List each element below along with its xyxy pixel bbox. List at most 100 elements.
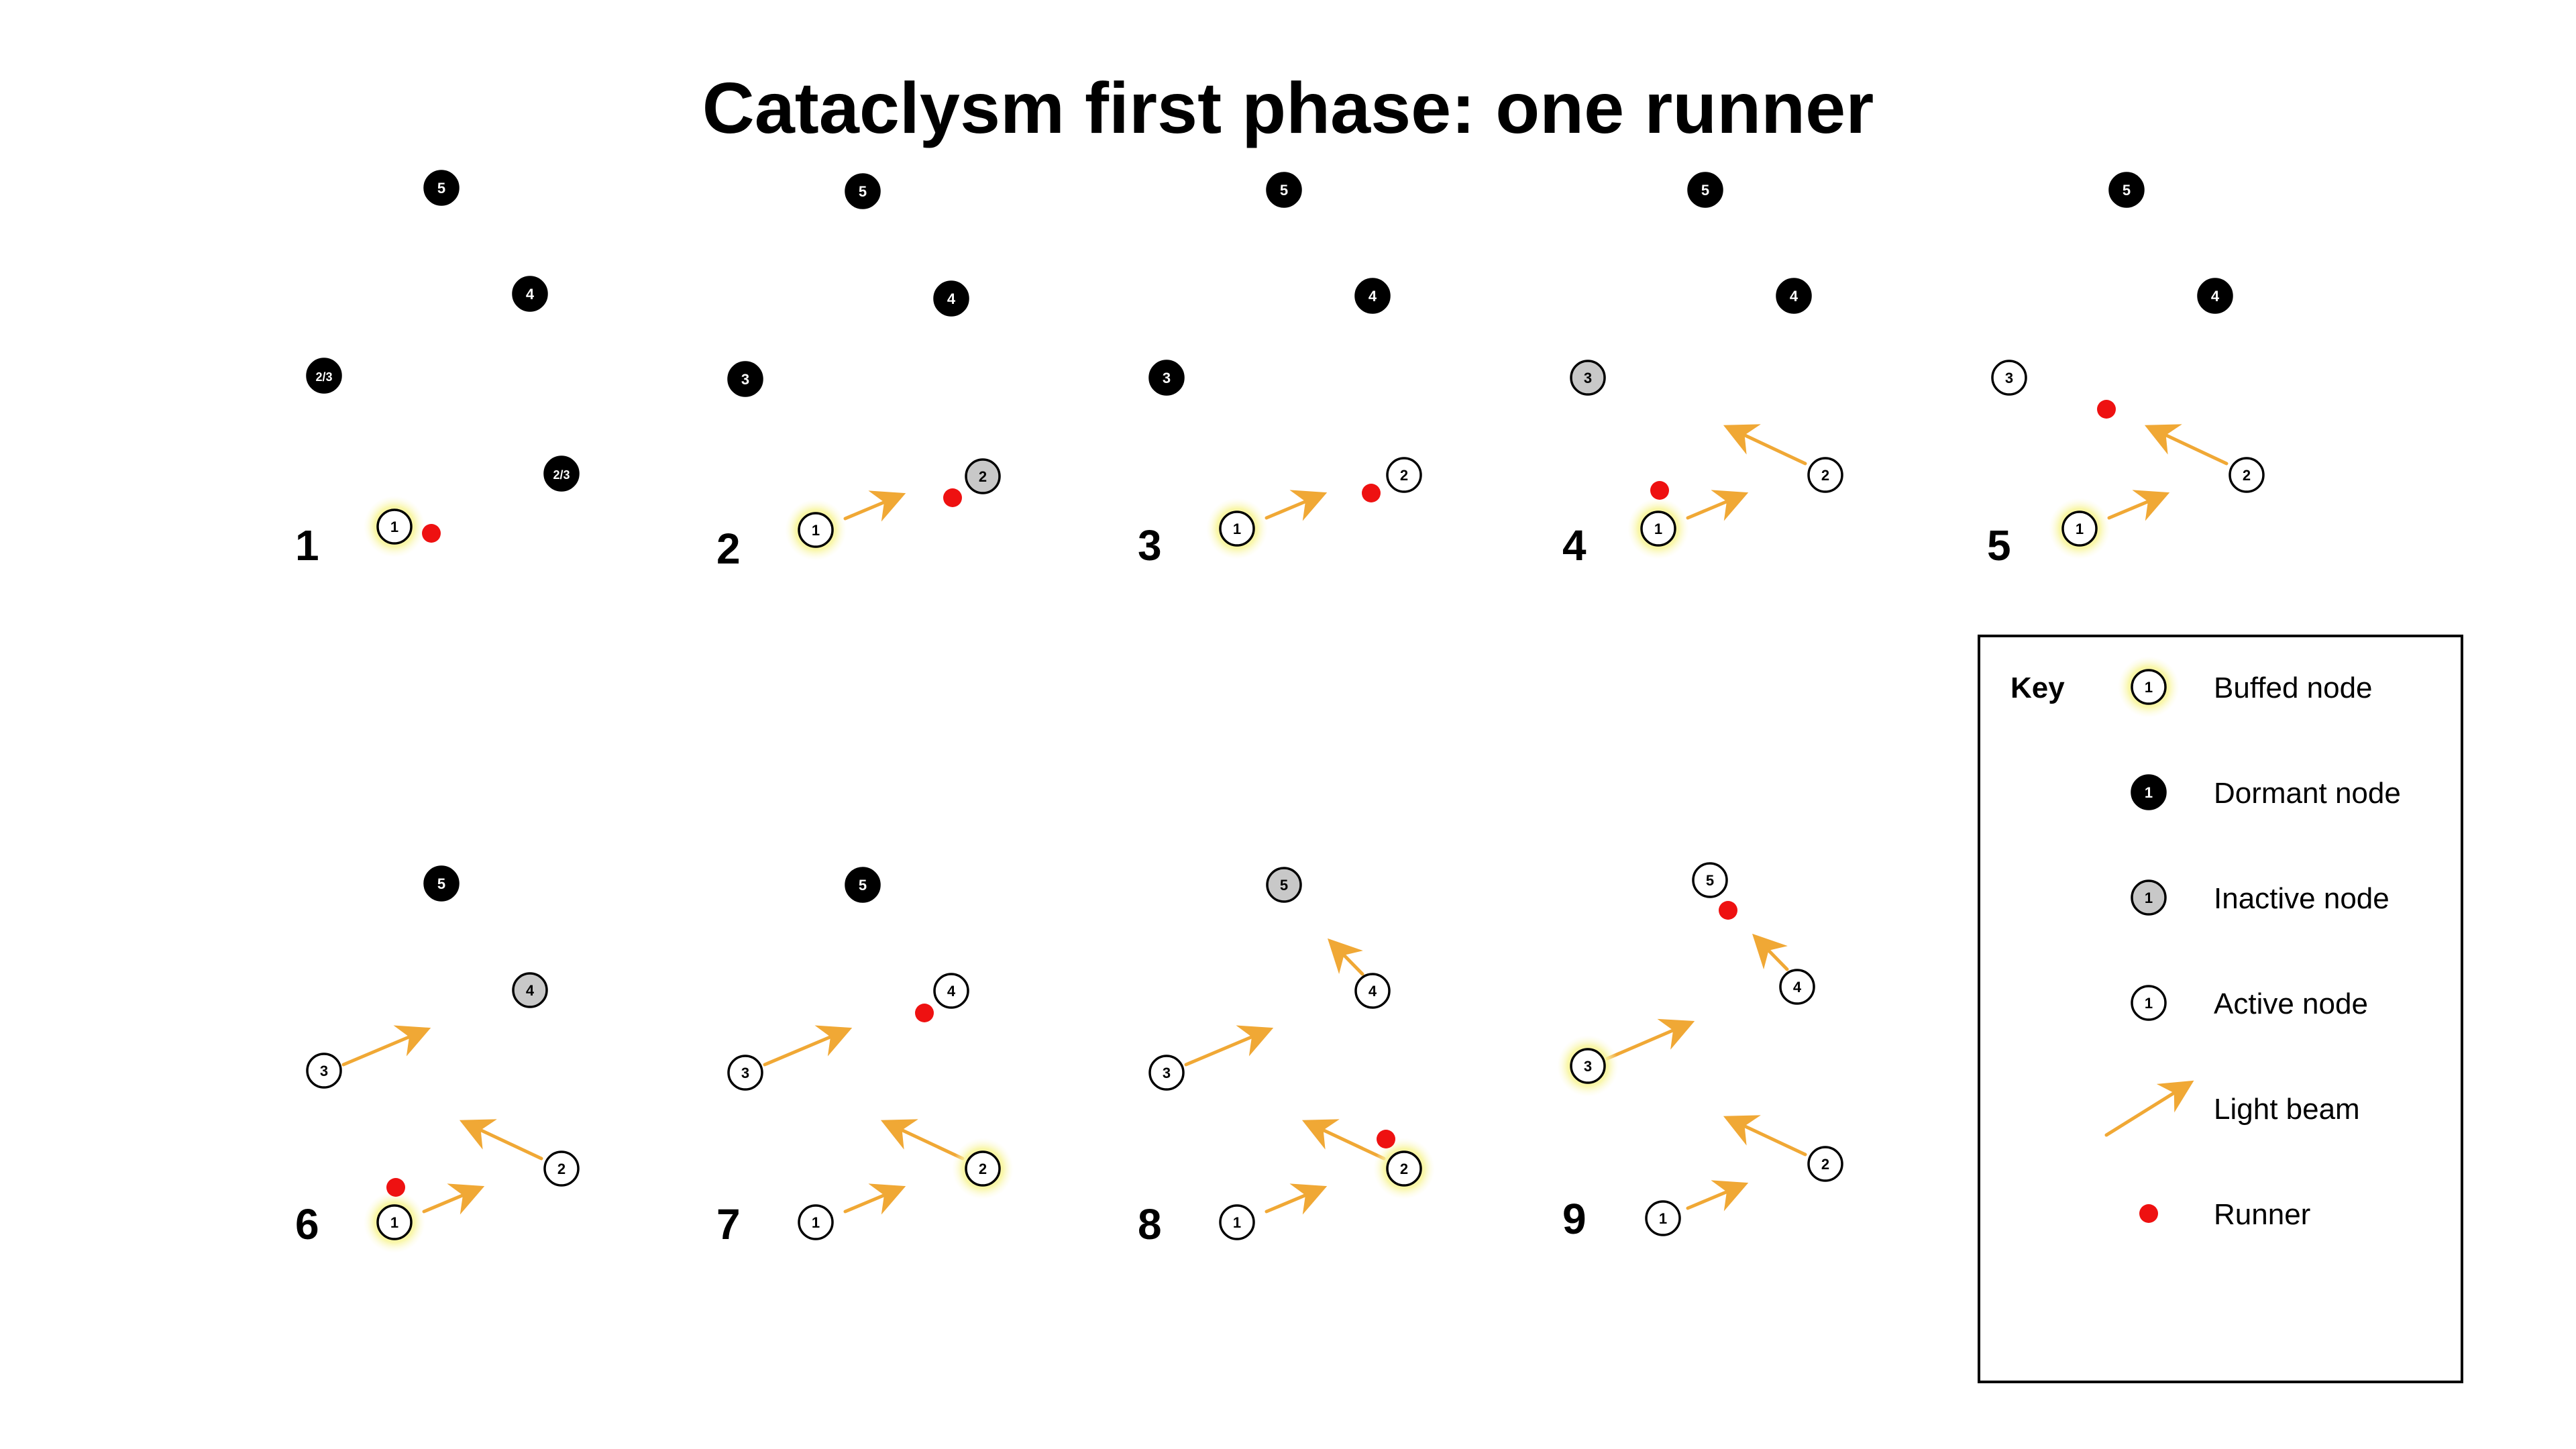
- key-legend: Key 1 Buffed node 1 Dormant node 1 Inactive n…: [1978, 635, 2463, 1383]
- node-active: 1: [1219, 1204, 1255, 1240]
- runner-dot: [422, 524, 441, 543]
- light-beam: [1686, 1180, 1749, 1212]
- key-item-active: 1 Active node: [2131, 985, 2368, 1021]
- light-beam: [843, 1183, 906, 1215]
- node-number: 4: [526, 982, 535, 999]
- node-dormant: 5: [423, 865, 460, 902]
- key-heading: Key: [2010, 672, 2065, 704]
- node-number: 4: [1368, 288, 1377, 305]
- light-beam: [1723, 1115, 1807, 1157]
- key-item-inactive: 1 Inactive node: [2131, 879, 2390, 916]
- node-number: 5: [437, 180, 445, 197]
- node-active: 2: [543, 1150, 580, 1187]
- key-symbol-inactive: 1: [2131, 879, 2167, 916]
- node-inactive: 3: [1570, 360, 1606, 396]
- node-buffed: 1: [1206, 498, 1268, 559]
- node-number: 1: [390, 1214, 398, 1231]
- key-label: Active node: [2214, 987, 2368, 1020]
- node-number: 3: [1584, 1058, 1592, 1075]
- node-number: 1: [2145, 890, 2153, 906]
- node-number: 2/3: [315, 370, 332, 384]
- panels: 1 5 4 2/3 2/3 1 2 5 4 3 2 1 3 5 4 3 2 1 4 5 4 3 2 1 5 5 4 3 2 1 6 5 4 3 2 1…: [295, 170, 2265, 1253]
- node-active: 4: [1354, 973, 1391, 1009]
- node-inactive: 5: [1266, 867, 1302, 903]
- node-number: 2: [2243, 467, 2251, 484]
- node-number: 2: [1821, 467, 1829, 484]
- key-item-dormant: 1 Dormant node: [2131, 774, 2401, 810]
- node-active: 2: [1807, 1146, 1843, 1182]
- node-number: 5: [1280, 877, 1288, 894]
- node-buffed: 2: [1373, 1138, 1435, 1199]
- key-label: Dormant node: [2214, 777, 2401, 810]
- node-number: 1: [2145, 679, 2153, 696]
- node-dormant: 5: [1266, 172, 1302, 208]
- node-number: 3: [2005, 370, 2013, 386]
- panel-2: 2 5 4 3 2 1: [716, 173, 1001, 573]
- node-number: 1: [2076, 521, 2084, 537]
- node-active: 4: [1779, 969, 1815, 1005]
- node-active: 1: [798, 1204, 834, 1240]
- node-number: 5: [1280, 182, 1288, 199]
- runner-dot: [1650, 481, 1669, 500]
- node-dormant: 4: [1354, 278, 1391, 314]
- runner-dot: [1377, 1130, 1395, 1148]
- panel-7: 7 5 4 3 2 1: [716, 867, 1014, 1248]
- node-number: 2: [1821, 1156, 1829, 1173]
- node-number: 3: [1163, 370, 1171, 386]
- node-inactive: 2: [965, 458, 1001, 494]
- node-number: 3: [741, 371, 749, 388]
- node-number: 4: [2211, 288, 2220, 305]
- key-item-runner: Runner: [2139, 1198, 2310, 1231]
- node-number: 4: [1793, 979, 1802, 996]
- light-beam: [1265, 1183, 1328, 1215]
- node-dormant: 4: [933, 280, 969, 317]
- runner-dot: [1719, 901, 1737, 920]
- light-beam: [1752, 933, 1789, 971]
- node-active: 5: [1692, 862, 1728, 898]
- node-buffed: 1: [364, 496, 425, 557]
- light-beam: [1686, 490, 1749, 521]
- panel-3: 3 5 4 3 2 1: [1138, 172, 1422, 570]
- node-active: 2: [1386, 457, 1422, 493]
- node-dormant: 5: [2108, 172, 2145, 208]
- node-number: 1: [1654, 521, 1662, 537]
- node-number: 1: [1659, 1210, 1667, 1227]
- node-buffed: 3: [1557, 1035, 1619, 1097]
- node-number: 2: [1400, 1161, 1408, 1177]
- node-number: 4: [1368, 983, 1377, 1000]
- light-beam: [1184, 1025, 1274, 1067]
- node-number: 2: [1400, 467, 1408, 484]
- runner-dot: [2097, 400, 2116, 419]
- node-number: 5: [1701, 182, 1709, 199]
- panel-9: 9 5 4 3 2 1: [1557, 862, 1843, 1243]
- panel-6: 6 5 4 3 2 1: [295, 865, 580, 1253]
- panel-number: 3: [1138, 521, 1162, 570]
- node-number: 4: [1790, 288, 1799, 305]
- node-number: 1: [1233, 521, 1241, 537]
- light-beam: [880, 1119, 965, 1161]
- panel-number: 1: [295, 521, 319, 570]
- node-number: 3: [1163, 1065, 1171, 1081]
- panel-number: 4: [1562, 521, 1587, 570]
- node-number: 1: [2145, 995, 2153, 1012]
- node-active: 3: [727, 1055, 763, 1091]
- node-dormant: 3: [727, 361, 763, 397]
- node-number: 1: [812, 522, 820, 539]
- node-buffed: 1: [785, 499, 847, 561]
- panel-number: 8: [1138, 1200, 1162, 1248]
- node-dormant: 2/3: [543, 455, 580, 492]
- node-buffed: 1: [364, 1191, 425, 1253]
- node-active: 2: [2229, 457, 2265, 493]
- node-inactive: 4: [512, 972, 548, 1008]
- node-dormant: 2/3: [306, 358, 342, 394]
- runner-dot: [2139, 1204, 2158, 1223]
- light-beam: [459, 1119, 543, 1161]
- node-number: 2: [979, 468, 987, 485]
- light-beam: [1301, 1119, 1386, 1161]
- diagram-title: Cataclysm first phase: one runner: [702, 67, 1874, 148]
- node-dormant: 3: [1148, 360, 1185, 396]
- key-item-buffed: 1 Buffed node: [2118, 656, 2373, 718]
- key-label: Inactive node: [2214, 882, 2390, 915]
- node-number: 2: [979, 1161, 987, 1177]
- node-number: 3: [320, 1063, 328, 1079]
